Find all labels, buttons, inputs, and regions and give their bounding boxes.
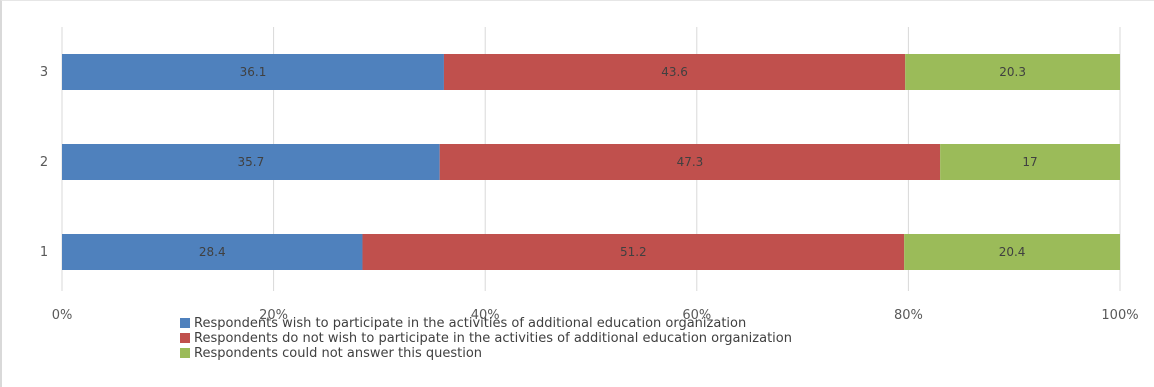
y-category-label: 3 xyxy=(40,65,48,80)
bar-segment xyxy=(62,234,363,270)
bar-segment xyxy=(940,144,1120,180)
data-label: 36.1 xyxy=(240,65,267,79)
x-tick-label: 20% xyxy=(259,308,288,323)
data-labels: 28.4 51.2 20.4 35.7 47.3 17 36.1 43.6 20.3 xyxy=(199,65,1038,259)
legend-label: Respondents could not answer this questi… xyxy=(194,346,482,361)
bar-segment xyxy=(362,234,905,270)
data-label: 20.4 xyxy=(999,245,1026,259)
data-label: 43.6 xyxy=(661,65,688,79)
data-label: 47.3 xyxy=(677,155,704,169)
legend-label: Respondents do not wish to participate i… xyxy=(194,331,792,346)
bar-segment xyxy=(904,234,1120,270)
x-tick-label: 80% xyxy=(894,308,923,323)
axes: 0% 20% 40% 60% 80% 100% 1 2 3 xyxy=(40,65,1139,323)
data-label: 51.2 xyxy=(620,245,647,259)
x-tick-label: 100% xyxy=(1101,308,1138,323)
bar-segment xyxy=(443,54,906,90)
bar-segment xyxy=(62,54,444,90)
bar-segment xyxy=(905,54,1120,90)
bar-segment xyxy=(439,144,941,180)
data-label: 28.4 xyxy=(199,245,226,259)
x-tick-label: 0% xyxy=(52,308,73,323)
data-label: 35.7 xyxy=(237,155,264,169)
legend-label: Respondents wish to participate in the a… xyxy=(194,316,746,331)
data-label: 17 xyxy=(1022,155,1037,169)
legend-swatch xyxy=(180,333,190,343)
legend-swatch xyxy=(180,318,190,328)
legend: Respondents wish to participate in the a… xyxy=(180,316,792,361)
y-category-label: 2 xyxy=(40,155,48,170)
x-tick-label: 60% xyxy=(682,308,711,323)
bars xyxy=(62,54,1120,270)
data-label: 20.3 xyxy=(999,65,1026,79)
y-category-label: 1 xyxy=(40,245,48,260)
x-tick-label: 40% xyxy=(471,308,500,323)
legend-swatch xyxy=(180,348,190,358)
bar-segment xyxy=(62,144,440,180)
